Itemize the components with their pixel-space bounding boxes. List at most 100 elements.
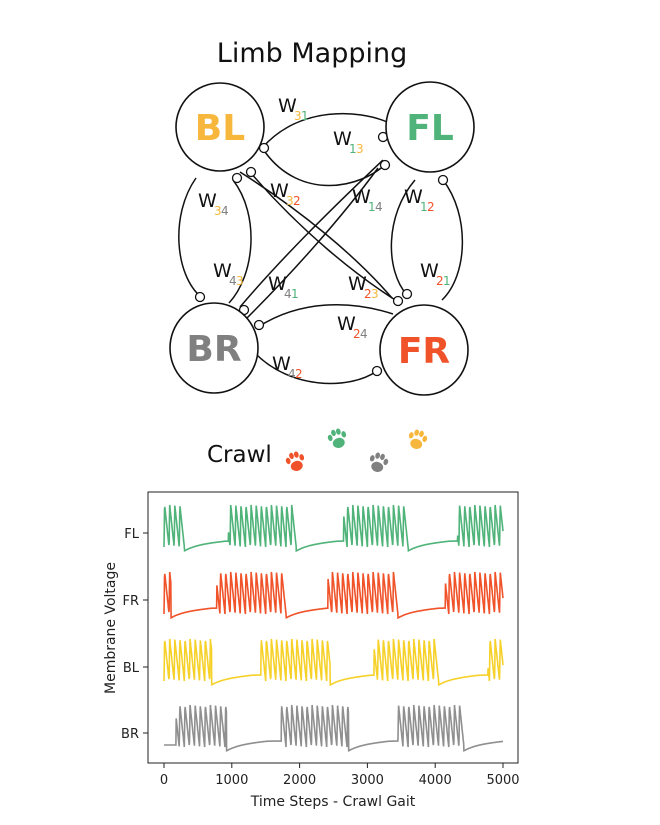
node-br: BR — [169, 302, 259, 394]
weight-subscript-from: 3 — [294, 109, 302, 123]
weight-base: W — [333, 128, 352, 150]
synapse-marker — [379, 159, 391, 171]
weight-subscript-to: 3 — [371, 287, 379, 301]
weight-base: W — [213, 260, 232, 282]
arc-br-fr-lower — [253, 351, 378, 385]
connection-arcs — [178, 112, 464, 385]
weight-base: W — [272, 353, 291, 375]
synapse-marker — [245, 166, 257, 178]
node-fr-label: FR — [398, 331, 450, 372]
paw-icon-bl — [408, 429, 428, 449]
weight-subscript-to: 4 — [360, 327, 368, 341]
arc-br-fl-a — [246, 167, 379, 319]
node-fl-circle — [385, 81, 475, 173]
paw-prints — [285, 428, 428, 472]
x-tick-label: 2000 — [283, 773, 316, 788]
weight-base: W — [198, 190, 217, 212]
gait-label: Crawl — [207, 442, 272, 468]
weight-label-w42: W4 2 — [272, 353, 303, 381]
weight-subscript-from: 3 — [286, 194, 294, 208]
paw-icon-br — [369, 452, 389, 472]
trace-fr — [163, 571, 504, 620]
x-tick-labels: 0 1000 2000 3000 4000 5000 — [160, 763, 520, 788]
trace-br — [164, 704, 503, 752]
arc-bl-fl-upper — [261, 112, 388, 149]
weight-label-w34: W3 4 — [198, 190, 229, 218]
voltage-traces — [163, 504, 504, 752]
synapse-marker — [392, 295, 404, 307]
y-tick-labels: FL FR BL BR — [121, 527, 148, 742]
weight-subscript-to: 2 — [295, 367, 303, 381]
weight-subscript-to: 1 — [291, 287, 299, 301]
y-axis-label: Membrane Voltage — [103, 562, 119, 694]
x-tick-label: 4000 — [419, 773, 452, 788]
weight-base: W — [420, 260, 439, 282]
weight-subscript-to: 3 — [356, 142, 364, 156]
weight-base: W — [348, 273, 367, 295]
weight-label-w24: W2 4 — [337, 313, 368, 341]
weight-base: W — [352, 186, 371, 208]
x-axis-label: Time Steps - Crawl Gait — [250, 794, 416, 810]
arc-bl-fl-lower — [264, 151, 389, 187]
weight-subscript-to: 1 — [443, 274, 451, 288]
weight-labels: W3 1W1 3W3 4W3 2 W1 4 W1 2W4 3 W4 1 W2 3W2 1W2 4W4 2 — [198, 95, 451, 381]
synapse-marker — [437, 174, 449, 186]
paw-icon-fl — [327, 428, 347, 448]
weight-label-w12: W1 2 — [404, 186, 435, 214]
arc-br-fl-b — [239, 159, 384, 308]
arc-bl-br-left — [178, 177, 202, 298]
weight-subscript-from: 4 — [284, 287, 292, 301]
x-tick-label: 5000 — [486, 773, 519, 788]
y-tick-label: BR — [121, 727, 139, 742]
node-br-circle — [169, 302, 259, 394]
arc-bl-fr-b — [249, 171, 401, 304]
weight-label-w41: W4 1 — [268, 273, 299, 301]
weight-base: W — [268, 273, 287, 295]
trace-fl — [163, 504, 504, 553]
diagram-title: Limb Mapping — [217, 38, 407, 69]
y-tick-label: FR — [122, 594, 139, 609]
arc-bl-br-right — [228, 179, 252, 304]
weight-base: W — [337, 313, 356, 335]
weight-base: W — [404, 186, 423, 208]
node-fr: FR — [379, 304, 469, 396]
weight-label-w13: W1 3 — [333, 128, 364, 156]
weight-subscript-from: 1 — [349, 142, 357, 156]
node-fl-label: FL — [406, 108, 454, 149]
weight-subscript-from: 3 — [214, 204, 222, 218]
weight-label-w23: W2 3 — [348, 273, 379, 301]
weight-subscript-from: 1 — [420, 200, 428, 214]
weight-subscript-to: 2 — [293, 194, 301, 208]
synapse-marker — [253, 319, 265, 331]
synapse-marker — [194, 291, 206, 303]
arc-br-fr-upper — [257, 304, 394, 328]
x-tick-label: 1000 — [215, 773, 248, 788]
node-bl: BL — [175, 82, 265, 172]
weight-label-w21: W2 1 — [420, 260, 451, 288]
weight-label-w14: W1 4 — [352, 186, 383, 214]
weight-subscript-from: 4 — [229, 274, 237, 288]
weight-subscript-from: 2 — [364, 287, 372, 301]
synapse-marker — [371, 365, 383, 377]
x-tick-label: 0 — [160, 773, 168, 788]
weight-subscript-to: 3 — [236, 274, 244, 288]
x-tick-label: 3000 — [351, 773, 384, 788]
weight-subscript-to: 1 — [301, 109, 309, 123]
paw-icon-fr — [285, 451, 305, 471]
weight-subscript-from: 2 — [436, 274, 444, 288]
weight-base: W — [278, 95, 297, 117]
weight-subscript-from: 2 — [353, 327, 361, 341]
voltage-chart: FL FR BL BR 0 1000 2000 3000 4000 5000 Time Step… — [103, 491, 520, 810]
arc-fl-fr-right — [441, 179, 464, 301]
weight-subscript-to: 4 — [221, 204, 229, 218]
node-fr-circle — [379, 304, 469, 396]
node-fl: FL — [385, 81, 475, 173]
y-tick-label: BL — [123, 661, 140, 676]
trace-bl — [163, 638, 504, 687]
weight-subscript-from: 1 — [368, 200, 376, 214]
weight-subscript-from: 4 — [288, 367, 296, 381]
arc-fl-fr-left — [390, 179, 416, 296]
synapse-marker — [231, 172, 243, 184]
weight-subscript-to: 2 — [427, 200, 435, 214]
